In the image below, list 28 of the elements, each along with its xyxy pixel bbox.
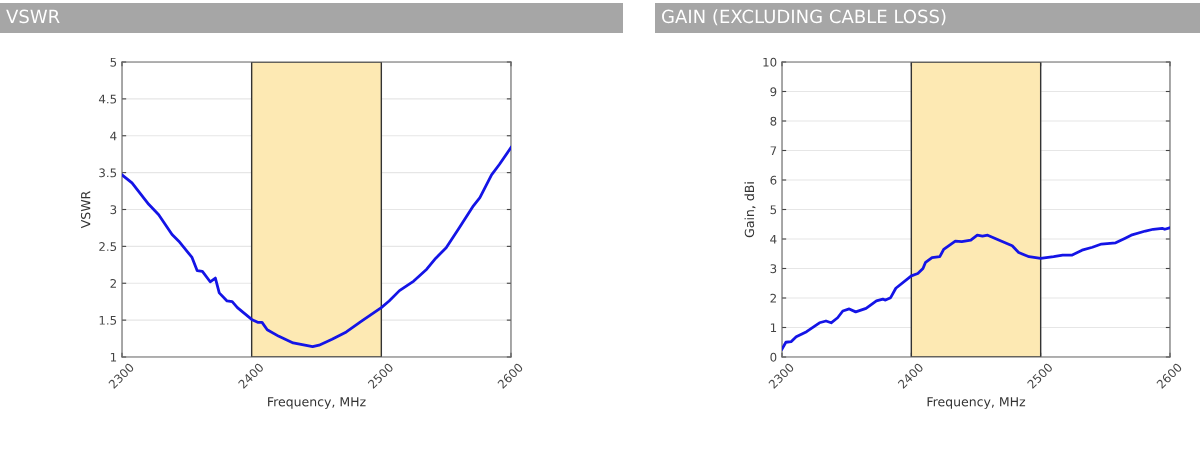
y-tick-label: 8 — [770, 116, 777, 126]
line-series — [782, 226, 1170, 351]
y-tick-label: 2 — [110, 278, 116, 288]
line-series — [122, 146, 511, 349]
y-tick-label: 3 — [770, 264, 777, 274]
y-tick-label: 5 — [770, 205, 777, 215]
y-tick-label: 5 — [110, 57, 117, 67]
y-tick-label: 6 — [770, 175, 777, 185]
y-tick-label: 2.5 — [99, 242, 117, 252]
chart-title: GAIN (EXCLUDING CABLE LOSS) — [662, 9, 946, 26]
y-tick-label: 3 — [110, 205, 117, 215]
y-tick-label: 2 — [770, 293, 776, 303]
chart-title: VSWR — [6, 9, 60, 24]
x-axis-title: Frequency, MHz — [268, 397, 366, 409]
y-axis-title: Gain, dBi — [744, 182, 756, 238]
y-tick-label: 1.5 — [99, 316, 117, 325]
y-axis-title: VSWR — [80, 191, 91, 229]
y-tick-label: 9 — [770, 87, 777, 97]
y-tick-label: 0 — [770, 352, 777, 362]
y-tick-label: 4 — [770, 234, 777, 244]
y-tick-label: 1 — [110, 352, 117, 362]
y-tick-label: 4 — [110, 131, 117, 141]
y-tick-label: 7 — [770, 146, 777, 155]
x-axis-title: Frequency, MHz — [927, 397, 1026, 409]
y-tick-label: 3.5 — [99, 168, 117, 178]
y-tick-label: 4.5 — [98, 94, 117, 104]
y-tick-label: 1 — [770, 323, 777, 332]
y-tick-label: 10 — [763, 57, 777, 67]
